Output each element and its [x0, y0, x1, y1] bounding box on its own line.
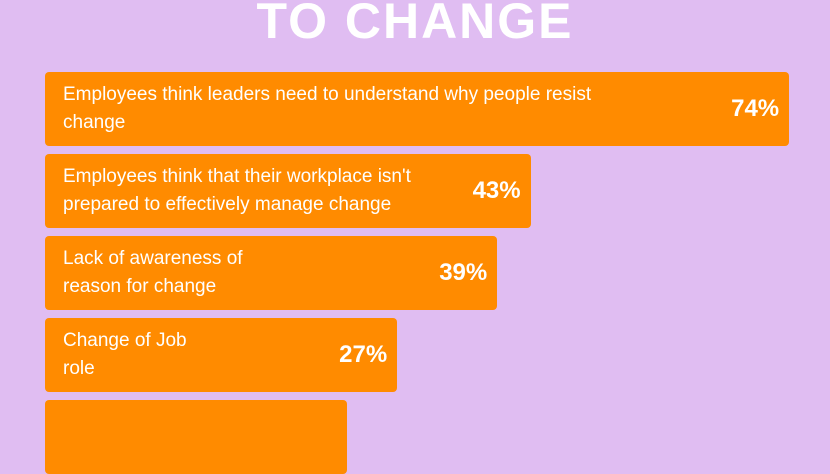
bar — [45, 318, 398, 392]
category-label: Lack of awareness of reason for change — [63, 236, 283, 310]
category-text: Employees think that their workplace isn… — [63, 166, 411, 215]
category-text: Change of Job role — [63, 330, 187, 379]
value-label: 27% — [339, 341, 388, 368]
bar — [45, 400, 348, 474]
category-label: Employees think that their workplace isn… — [63, 154, 473, 228]
value-label: 43% — [472, 177, 521, 204]
bar — [45, 154, 531, 228]
category-label: Employees think leaders need to understa… — [63, 72, 623, 146]
value-label: 39% — [439, 259, 488, 286]
bar — [45, 72, 790, 146]
chart-title: TO CHANGE — [256, 0, 574, 49]
category-text: Lack of awareness of reason for change — [63, 248, 243, 297]
category-label: Change of Job role — [63, 318, 213, 392]
category-text: Employees think leaders need to understa… — [63, 84, 592, 133]
value-label: 74% — [731, 95, 780, 122]
page: {"chart_data": {"type": "bar", "orientat… — [45, 0, 790, 474]
bar — [45, 236, 498, 310]
